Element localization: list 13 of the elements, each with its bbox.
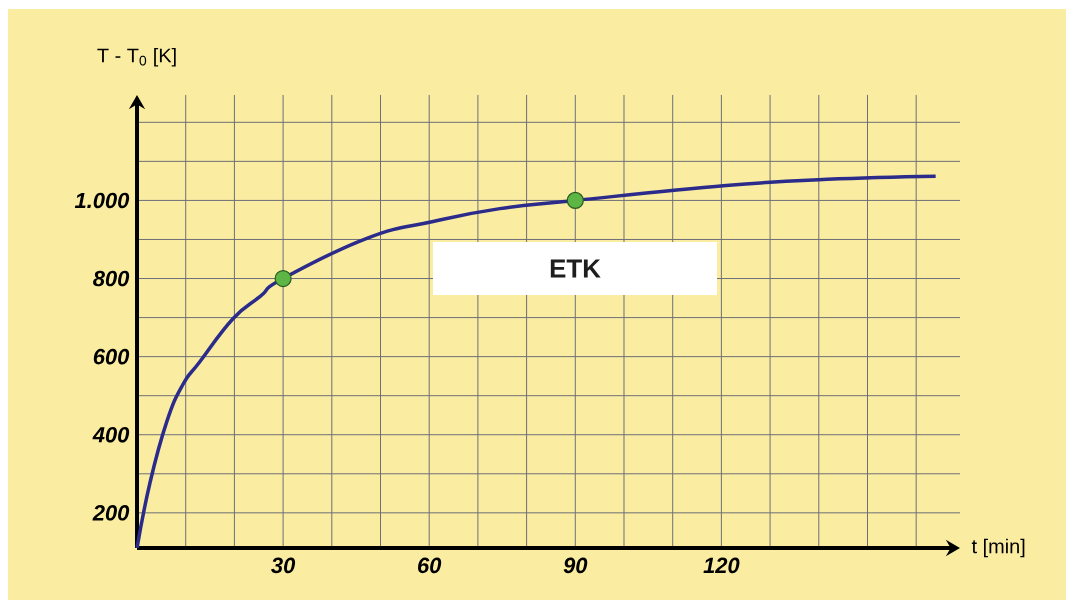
x-tick-label: 120 [703, 557, 740, 574]
x-tick-label: 60 [418, 557, 442, 574]
x-axis-title: t [min] [971, 538, 1025, 558]
y-tick-label: 400 [92, 426, 130, 443]
y-tick-label: 800 [93, 270, 130, 287]
y-tick-label: 600 [93, 348, 130, 365]
annotation: ETK [550, 259, 601, 278]
x-tick-label: 90 [563, 557, 588, 574]
y-tick-label: 1.000 [74, 192, 130, 209]
y-tick-label: 200 [92, 505, 130, 521]
y-axis-title: T - T$_{0}$ [K] [97, 47, 176, 67]
x-tick-label: 30 [271, 557, 296, 574]
line-series [135, 174, 938, 550]
